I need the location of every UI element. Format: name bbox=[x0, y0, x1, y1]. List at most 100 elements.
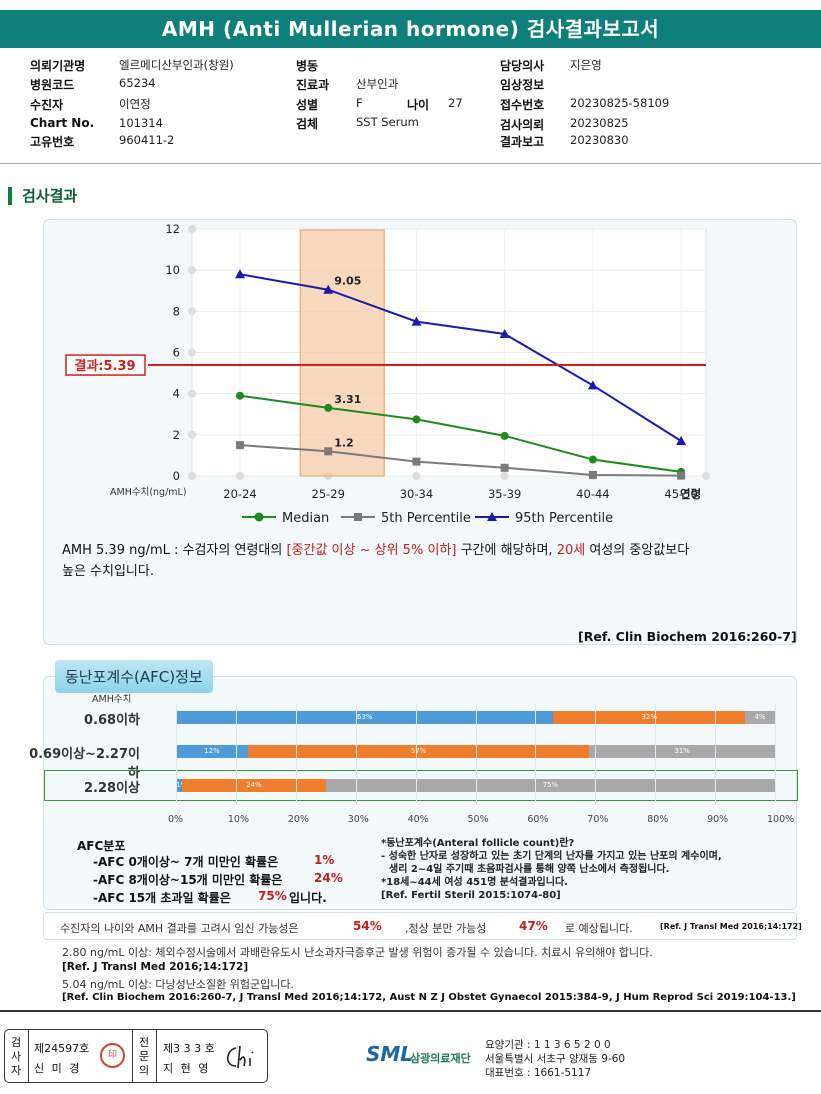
afc-title: 동난포계수(AFC)정보 bbox=[55, 660, 213, 693]
series-line-5th-percentile bbox=[239, 444, 682, 477]
p5-point bbox=[324, 447, 333, 456]
p5-point bbox=[500, 463, 509, 472]
handwritten-signature bbox=[226, 1045, 254, 1069]
afc-axis-label: 70% bbox=[587, 814, 609, 825]
info-label: 담당의사 bbox=[500, 59, 545, 73]
info-value: 산부인과 bbox=[356, 77, 399, 91]
x-tick-label: 40-44 bbox=[576, 487, 609, 501]
info-value: 27 bbox=[448, 96, 463, 110]
median-point bbox=[324, 403, 333, 412]
afc-dist-title: AFC분포 bbox=[77, 839, 126, 853]
p5-point bbox=[588, 470, 597, 479]
afc-gridline bbox=[235, 703, 237, 803]
pregnancy-text-1: 수진자의 나이와 AMH 결과를 고려시 임신 가능성은 bbox=[60, 922, 299, 935]
tick-dot bbox=[188, 389, 196, 398]
amh-line-chart: 0 2 4 6 8 10 12 20-24 25-29 30-34 35-39 40-44 45-50연… bbox=[65, 222, 710, 526]
tick-dot bbox=[702, 472, 710, 480]
afc-gridline bbox=[535, 703, 537, 803]
afc-bar-segment: 31% bbox=[589, 745, 775, 758]
afc-dist-pct: 75% bbox=[258, 889, 287, 903]
afc-axis-label: 60% bbox=[527, 814, 549, 825]
p5-point bbox=[677, 471, 686, 480]
afc-bar-segment: 63% bbox=[176, 711, 554, 724]
company-line-1: 요양기관 : 1 1 3 6 5 2 0 0 bbox=[485, 1039, 611, 1051]
afc-note-3: *18세~44세 여성 451명 분석결과입니다. bbox=[381, 877, 568, 888]
afc-axis-label: 20% bbox=[287, 814, 309, 825]
afc-gridline bbox=[295, 703, 297, 803]
info-label: 고유번호 bbox=[30, 135, 75, 149]
info-label: Chart No. bbox=[30, 116, 95, 130]
info-value: 이연정 bbox=[119, 97, 151, 111]
afc-dist-text: -AFC 15개 초과일 확률은 bbox=[93, 891, 231, 905]
afc-bar-segment: 4% bbox=[745, 711, 775, 724]
sig-name-1: 신 미 경 bbox=[34, 1062, 82, 1075]
tick-dot bbox=[188, 472, 196, 480]
sig-no-1: 제24597호 bbox=[34, 1042, 90, 1055]
legend-marker bbox=[354, 513, 362, 521]
afc-gridline bbox=[355, 703, 357, 803]
afc-col-header: AMH수치 bbox=[92, 694, 132, 705]
sig-label-2: 전문의 bbox=[138, 1036, 150, 1077]
interp-mid: 구간에 해당하며, bbox=[456, 543, 557, 558]
company-logo: SML bbox=[366, 1042, 414, 1066]
company-info: 요양기관 : 1 1 3 6 5 2 0 0 서울특별시 서초구 양재동 9-6… bbox=[485, 1038, 625, 1080]
info-value: F bbox=[356, 96, 363, 110]
footnote-ref-1: [Ref. J Transl Med 2016;14:172] bbox=[62, 961, 249, 973]
info-label: 임상정보 bbox=[500, 78, 545, 92]
afc-gridline bbox=[176, 703, 177, 803]
afc-dist-text: -AFC 8개이상~15개 미만인 확률은 bbox=[93, 873, 283, 887]
tick-dot bbox=[500, 472, 509, 480]
y-tick-label: 10 bbox=[165, 263, 180, 277]
x-axis-label: 연령 bbox=[680, 487, 701, 501]
data-label: 3.31 bbox=[334, 393, 361, 406]
interp-prefix: AMH 5.39 ng/mL : 수검자의 연령대의 bbox=[62, 543, 287, 558]
afc-row-label: 0.69이상~2.27이하 bbox=[29, 747, 140, 781]
info-value: 지은영 bbox=[570, 58, 602, 72]
x-tick-label: 35-39 bbox=[488, 487, 521, 501]
tick-dot bbox=[188, 307, 196, 316]
afc-gridline bbox=[475, 703, 477, 803]
info-label: 접수번호 bbox=[500, 98, 545, 112]
p95-point bbox=[676, 436, 687, 446]
afc-bar-segment: 57% bbox=[247, 745, 590, 758]
afc-dist-text: -AFC 0개이상~ 7개 미만인 확률은 bbox=[93, 855, 279, 869]
afc-note: *동난포계수(Anteral follicle count)란? - 성숙한 난… bbox=[381, 837, 722, 902]
interp-age: 20세 bbox=[556, 543, 586, 558]
delivery-rate: 47% bbox=[519, 919, 548, 933]
afc-axis-label: 90% bbox=[707, 814, 729, 825]
divider bbox=[0, 163, 821, 164]
interpretation: AMH 5.39 ng/mL : 수검자의 연령대의 [중간값 이상 ~ 상위 … bbox=[62, 540, 807, 582]
data-label: 1.2 bbox=[334, 436, 354, 449]
afc-note-title: *동난포계수(Anteral follicle count)란? bbox=[381, 838, 575, 849]
afc-gridline bbox=[415, 703, 417, 803]
x-tick-label: 30-34 bbox=[400, 487, 433, 501]
tick-dot bbox=[188, 348, 196, 357]
p95-point bbox=[499, 328, 510, 338]
legend-label: 95th Percentile bbox=[515, 511, 613, 526]
signature-box bbox=[4, 1029, 268, 1083]
x-tick-label: 20-24 bbox=[223, 487, 256, 501]
sig-no-2: 제3 3 3 호 bbox=[163, 1042, 215, 1055]
info-value: 65234 bbox=[119, 76, 156, 90]
afc-bar-segment: 12% bbox=[176, 745, 248, 758]
p95-point bbox=[587, 380, 598, 390]
x-tick-label: 45-50 bbox=[664, 487, 697, 501]
section-title: 검사결과 bbox=[8, 187, 77, 205]
pregnancy-ref: [Ref. J Transl Med 2016;14:172] bbox=[660, 922, 802, 931]
p95-point bbox=[235, 269, 245, 279]
pregnancy-box bbox=[43, 912, 797, 940]
afc-row-highlight bbox=[44, 770, 798, 801]
afc-gridline bbox=[715, 703, 717, 803]
info-value: 20230825 bbox=[570, 116, 629, 130]
afc-axis-label: 40% bbox=[407, 814, 429, 825]
afc-axis-label: 0% bbox=[168, 814, 184, 825]
info-label: 검사의뢰 bbox=[500, 118, 545, 132]
p5-point bbox=[412, 457, 421, 466]
tick-dot bbox=[236, 472, 244, 480]
y-axis-label: AMH수치(ng/mL) bbox=[110, 486, 187, 498]
company-line-2: 서울특별시 서초구 양재동 9-60 bbox=[485, 1053, 626, 1065]
interp-suffix: 여성의 중앙값보다 bbox=[585, 543, 690, 558]
highlight-band bbox=[299, 229, 385, 477]
series-line-median bbox=[239, 394, 682, 473]
sig-label-1: 검사자 bbox=[10, 1036, 22, 1077]
